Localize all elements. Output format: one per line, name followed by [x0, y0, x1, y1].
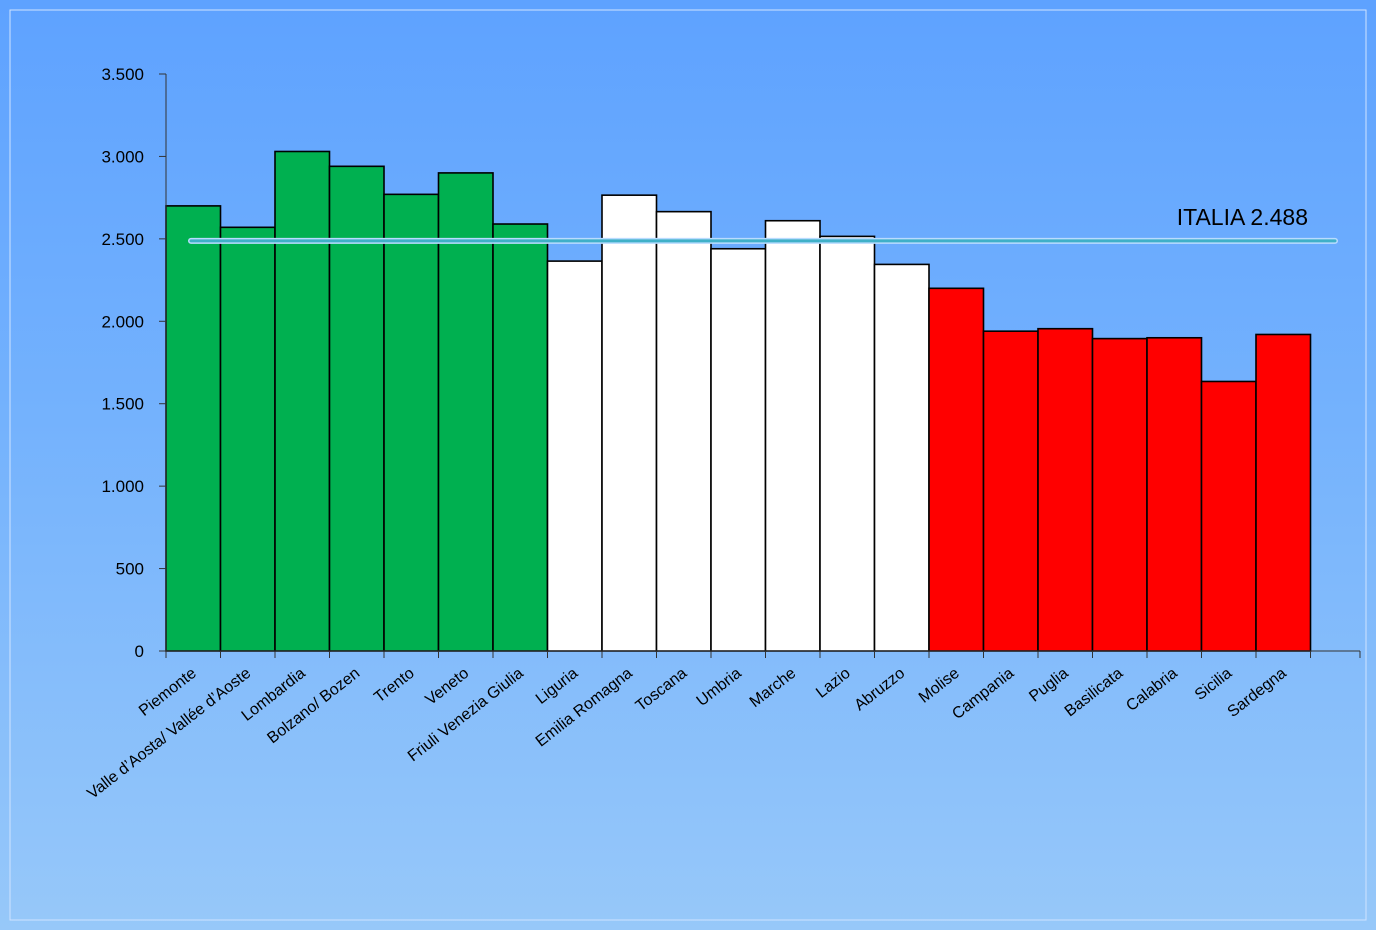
bar-5 — [437, 172, 494, 652]
bar-11 — [764, 219, 821, 652]
bar-14 — [928, 287, 985, 652]
x-category-label: Puglia — [1026, 665, 1072, 706]
x-category-label: Bolzano/ Bozen — [264, 665, 363, 747]
chart-border — [9, 9, 1367, 921]
bar-17 — [1091, 337, 1148, 652]
x-category-label: Toscana — [633, 665, 691, 715]
bars — [165, 150, 1312, 652]
x-category-label: Trento — [371, 665, 418, 707]
y-tick-label: 3.000 — [101, 147, 144, 166]
reference-line-group: ITALIA 2.488 — [188, 204, 1338, 244]
x-category-label: Sicilia — [1192, 665, 1235, 704]
bar-19 — [1200, 380, 1257, 652]
bar-10 — [710, 247, 767, 652]
x-category-label: Liguria — [533, 665, 581, 708]
x-category-label: Umbria — [694, 665, 745, 710]
bar-0 — [165, 205, 222, 652]
x-category-label: Calabria — [1123, 665, 1181, 715]
y-tick-label: 1.500 — [101, 395, 144, 414]
y-tick-label: 2.500 — [101, 230, 144, 249]
x-category-label: Campania — [949, 665, 1017, 723]
y-tick-label: 3.500 — [101, 65, 144, 84]
y-tick-label: 1.000 — [101, 477, 144, 496]
x-category-label: Sardegna — [1225, 665, 1290, 721]
bar-8 — [601, 194, 658, 652]
x-category-label: Lazio — [813, 665, 854, 702]
y-tick-label: 2.000 — [101, 312, 144, 331]
x-category-label: Molise — [916, 665, 963, 707]
y-tick-label: 500 — [116, 560, 144, 579]
x-category-label: Basilicata — [1062, 665, 1127, 721]
bar-18 — [1146, 336, 1203, 652]
bar-12 — [819, 235, 876, 652]
bar-1 — [219, 226, 276, 652]
x-category-label: Emilia Romagna — [533, 665, 636, 751]
y-tick-label: 0 — [135, 642, 144, 661]
axes — [159, 73, 1361, 658]
reference-line-label: ITALIA 2.488 — [1177, 204, 1308, 230]
bar-2 — [274, 150, 331, 652]
bar-9 — [655, 210, 712, 652]
x-category-label: Abruzzo — [851, 665, 908, 715]
bar-4 — [383, 193, 440, 652]
x-category-label: Marche — [747, 665, 800, 711]
x-category-label: Veneto — [422, 665, 472, 709]
bar-7 — [546, 260, 603, 652]
bar-16 — [1037, 327, 1094, 652]
bar-20 — [1255, 333, 1312, 652]
bar-15 — [982, 330, 1039, 652]
bar-13 — [873, 263, 930, 652]
bar-6 — [492, 223, 549, 652]
